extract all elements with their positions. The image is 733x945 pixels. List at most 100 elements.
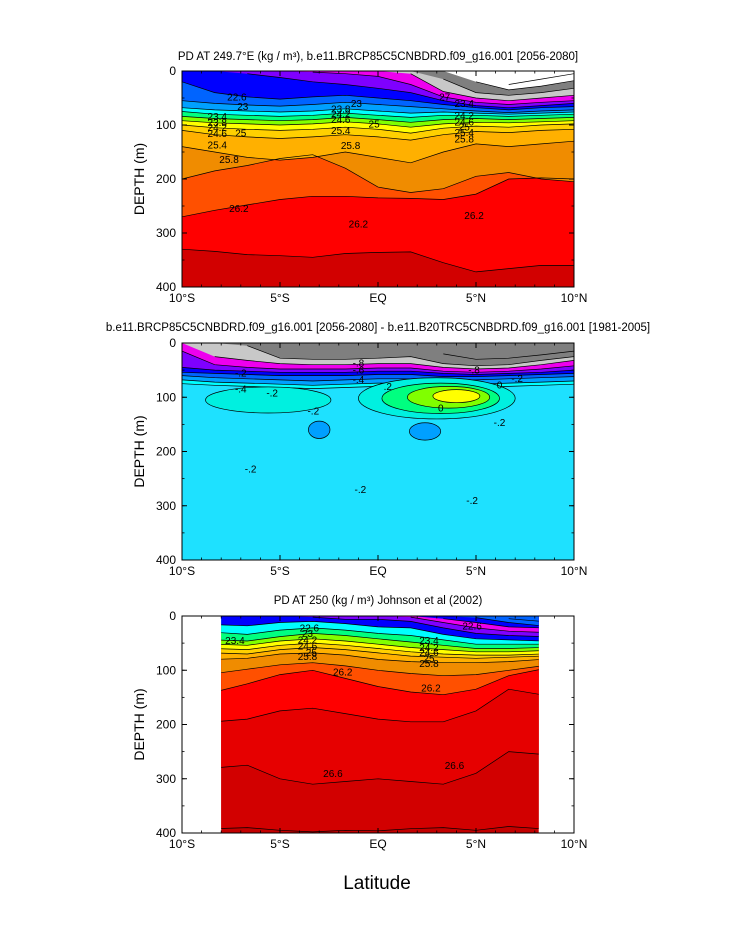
- contour-label: -.2: [307, 406, 319, 417]
- contour-line: [221, 647, 539, 659]
- contour-label: 22.6: [462, 621, 482, 632]
- x-axis-label: Latitude: [343, 873, 411, 894]
- x-tick-label: EQ: [369, 837, 386, 851]
- x-tick-label: 5°N: [466, 291, 486, 305]
- contour-label: -.2: [494, 418, 506, 429]
- contour-label: 26.6: [445, 761, 465, 772]
- x-tick-label: 10°S: [169, 564, 195, 578]
- x-tick-label: 10°S: [169, 291, 195, 305]
- panel-title: PD AT 250 (kg / m³) Johnson et al (2002): [274, 595, 483, 607]
- band-21.5: [221, 616, 539, 626]
- y-tick-label: 400: [156, 553, 176, 567]
- y-axis-label: DEPTH (m): [131, 415, 147, 487]
- contour-label: -.8: [468, 366, 480, 377]
- y-axis-label: DEPTH (m): [131, 143, 147, 215]
- contour-label: -.2: [355, 485, 367, 496]
- x-tick-label: 5°S: [270, 837, 289, 851]
- contour-label: 25.4: [331, 126, 351, 137]
- contour-line: [182, 248, 574, 273]
- contour-line: [182, 111, 574, 118]
- contour-label: 25.4: [455, 128, 475, 139]
- contour-line: [221, 621, 539, 642]
- contour-line: [182, 116, 574, 123]
- contour-label: 25: [235, 129, 247, 140]
- contour-label: 25.8: [341, 141, 361, 152]
- y-tick-label: 200: [156, 445, 176, 459]
- contour-label: .2: [384, 382, 393, 393]
- contour-line: [247, 73, 574, 109]
- contour-label: -.6: [353, 366, 365, 377]
- contour-line: [182, 128, 574, 141]
- contour-line: [410, 616, 539, 633]
- contour-label: 24.6: [298, 641, 318, 652]
- contour-label: 23: [237, 102, 249, 113]
- contour-panel-3: 23.422.62324.224.62525.826.222.623.424.2…: [131, 595, 587, 851]
- contour-label: 26.6: [323, 769, 343, 780]
- contour-line: [475, 617, 539, 626]
- contour-line: [182, 367, 574, 375]
- contour-label: 27: [439, 92, 451, 103]
- y-tick-label: 200: [156, 718, 176, 732]
- y-tick-label: 300: [156, 499, 176, 513]
- closed-contour: [205, 386, 332, 414]
- y-tick-label: 200: [156, 172, 176, 186]
- closed-contour: [409, 422, 442, 441]
- contour-label: -.8: [353, 359, 365, 370]
- contour-line: [443, 350, 574, 360]
- contour-line: [182, 120, 574, 128]
- contour-line: [221, 642, 539, 656]
- contour-label: 26.2: [229, 204, 249, 215]
- y-tick-label: 100: [156, 663, 176, 677]
- contour-label: 24.2: [208, 123, 228, 134]
- contour-line: [182, 107, 574, 115]
- contour-line: [221, 627, 539, 645]
- y-tick-label: 300: [156, 226, 176, 240]
- x-tick-label: 10°S: [169, 837, 195, 851]
- contour-label: -.4: [235, 385, 247, 396]
- x-tick-label: 5°S: [270, 291, 289, 305]
- contour-label: 23.4: [208, 112, 228, 123]
- contour-label: 24.2: [331, 110, 351, 121]
- contour-line: [182, 100, 574, 113]
- y-axis-label: DEPTH (m): [131, 688, 147, 760]
- y-tick-label: 400: [156, 826, 176, 840]
- contour-label: 25: [306, 648, 318, 659]
- contour-line: [182, 123, 574, 134]
- contour-line: [221, 751, 539, 785]
- contour-label: 25.8: [419, 659, 439, 670]
- contour-label: 24.2: [455, 111, 475, 122]
- y-tick-label: 100: [156, 118, 176, 132]
- x-tick-label: EQ: [369, 564, 386, 578]
- contour-label: 26.2: [464, 211, 484, 222]
- contour-label: 26.2: [421, 684, 441, 695]
- contour-label: 22.6: [227, 92, 247, 103]
- contour-line: [182, 154, 574, 193]
- contour-line: [182, 350, 574, 373]
- contour-line: [312, 616, 539, 637]
- contour-label: 24.6: [208, 129, 228, 140]
- band--1.6: [182, 343, 574, 366]
- contour-label: 25.8: [298, 652, 318, 663]
- y-tick-label: 100: [156, 390, 176, 404]
- contour-label: 23.8: [331, 104, 351, 115]
- contour-line: [221, 669, 539, 696]
- contour-label: -.2: [245, 464, 257, 475]
- band-21.8: [221, 616, 539, 628]
- contour-line: [508, 73, 574, 85]
- contour-line: [443, 618, 539, 629]
- contour-label: 24.2: [298, 635, 318, 646]
- contour-label: -.2: [235, 368, 247, 379]
- contour-label: 25: [459, 123, 471, 134]
- x-tick-label: 10°N: [561, 564, 588, 578]
- contour-label: 23.4: [455, 99, 475, 110]
- contour-line: [221, 688, 539, 723]
- closed-contour: [308, 420, 331, 439]
- contour-label: 25.8: [455, 135, 475, 146]
- y-tick-label: 0: [169, 336, 176, 350]
- contour-line: [221, 652, 539, 664]
- panel-title: b.e11.BRCP85C5CNBDRD.f09_g16.001 [2056-2…: [106, 322, 650, 334]
- contour-line: [508, 618, 539, 622]
- x-tick-label: 5°N: [466, 564, 486, 578]
